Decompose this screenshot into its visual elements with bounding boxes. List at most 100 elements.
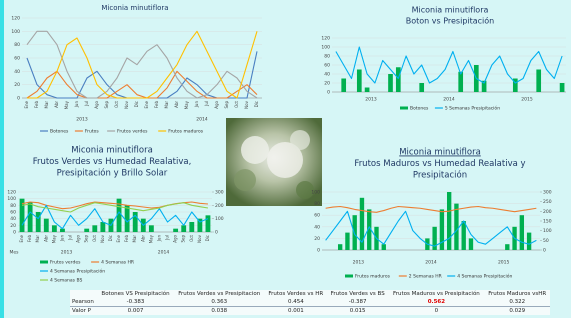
x-tick-label: Dic: [108, 235, 113, 241]
legend-swatch: [40, 261, 48, 264]
table-cell: 0.038: [174, 307, 265, 316]
y-tick-label: 40: [14, 69, 20, 75]
legend-label: 5 Semanas Presipitación: [445, 105, 500, 112]
x-group-label: 2014: [425, 260, 437, 266]
x-tick-label: Dic: [134, 101, 139, 107]
y-tick-label: 120: [7, 190, 16, 196]
photo-flowers: [241, 136, 269, 164]
x-tick-label: Feb: [34, 101, 39, 109]
x-tick-label: Mar: [44, 101, 49, 109]
table-header-cell: Botones VS Presipitación: [97, 290, 173, 298]
table-cell: 0.015: [327, 307, 388, 316]
x-tick-label: Ago: [173, 234, 178, 242]
y2-tick-label: 200: [215, 203, 224, 209]
x-tick-label: Ene: [19, 234, 24, 242]
bar: [28, 202, 33, 232]
chart-subtitle: Frutos Verdes vs Humedad Realativa,: [33, 157, 192, 167]
legend-swatch: [400, 107, 408, 110]
x-tick-label: Ago: [76, 234, 81, 242]
x-group-label: 2014: [443, 97, 455, 103]
chart-panel: Miconia minutiflora020406080100120EneFeb…: [11, 4, 262, 135]
y2-tick-label: 100: [543, 228, 552, 234]
bar: [44, 219, 49, 232]
bar: [173, 229, 178, 232]
x-tick-label: Ene: [116, 234, 121, 242]
y2-tick-label: 50: [543, 238, 549, 244]
bar: [149, 225, 154, 232]
x-tick-label: Feb: [154, 101, 159, 109]
x-group-label: 2014: [158, 250, 170, 256]
table-header-cell: Frutos Maduros vsHR: [484, 290, 550, 298]
chart-title: Miconia minutiflora: [412, 6, 489, 15]
x-tick-label: Jul: [204, 101, 209, 107]
bar: [458, 72, 463, 92]
x-tick-label: Feb: [124, 235, 129, 243]
x-axis-label: Mes: [10, 250, 20, 256]
bar: [206, 215, 211, 232]
bar: [454, 204, 458, 250]
y-tick-label: 60: [10, 210, 16, 216]
y2-tick-label: 150: [543, 219, 552, 225]
x-tick-label: Jun: [194, 101, 199, 109]
legend-label: Botones: [50, 129, 69, 135]
x-tick-label: Oct: [189, 235, 194, 242]
legend-label: 2 Semanas HR: [409, 274, 442, 280]
bar: [505, 244, 509, 250]
legend-label: 4 Semanas HR: [101, 260, 134, 266]
bar: [462, 221, 466, 250]
x-tick-label: Dic: [254, 101, 259, 107]
bar: [382, 244, 386, 250]
x-tick-label: Jun: [74, 101, 79, 109]
y-tick-label: 0: [13, 230, 16, 236]
x-tick-label: Dic: [205, 235, 210, 241]
bar: [338, 244, 342, 250]
y-tick-label: 120: [11, 16, 20, 22]
y-tick-label: 80: [10, 203, 16, 209]
table-corner: [70, 290, 97, 298]
x-tick-label: Oct: [114, 101, 119, 108]
left-edge: [0, 0, 4, 318]
legend-label: 4 Semanas Presipitación: [50, 268, 105, 275]
y-tick-label: 60: [324, 63, 330, 69]
x-tick-label: Mar: [35, 235, 40, 243]
chart-subtitle: Boton vs Presipitación: [406, 16, 495, 26]
table-cell: 0.001: [265, 307, 327, 316]
line-series: [326, 211, 537, 246]
x-tick-label: Feb: [27, 235, 32, 243]
x-tick-label: Oct: [234, 101, 239, 108]
y-tick-label: 60: [314, 213, 320, 219]
x-tick-label: May: [64, 100, 69, 109]
bar: [469, 238, 473, 250]
x-group-label: 2014: [196, 117, 208, 123]
x-tick-label: Sep: [84, 235, 89, 243]
x-tick-label: May: [148, 234, 153, 243]
table-cell: 0.363: [174, 298, 265, 307]
x-tick-label: Jul: [84, 101, 89, 107]
y2-tick-label: 300: [215, 190, 224, 196]
y-tick-label: 20: [14, 82, 20, 88]
line-series: [27, 31, 257, 98]
y-tick-label: 40: [10, 216, 16, 222]
x-tick-label: Jun: [156, 235, 161, 243]
y2-tick-label: 0: [215, 230, 218, 236]
page: Miconia minutiflora020406080100120EneFeb…: [0, 0, 571, 318]
y2-tick-label: 0: [543, 248, 546, 254]
legend-label: Frutos verdes: [50, 260, 81, 266]
photo-flowers: [290, 130, 310, 150]
bar: [100, 222, 105, 232]
legend-label: 4 Semanas BS: [50, 278, 82, 284]
x-group-label: 2015: [521, 97, 533, 103]
legend-label: Frutos maduros: [355, 274, 391, 280]
x-tick-label: Abr: [140, 235, 145, 242]
table-cell: 0.322: [484, 298, 550, 307]
y2-tick-label: 250: [543, 199, 552, 205]
x-tick-label: Ene: [24, 100, 29, 108]
chart-subtitle: Presipitación: [413, 170, 467, 181]
table-row-label: Valor P: [70, 307, 97, 316]
bar: [92, 225, 97, 232]
bar: [353, 215, 357, 250]
x-group-label: 2015: [498, 260, 510, 266]
